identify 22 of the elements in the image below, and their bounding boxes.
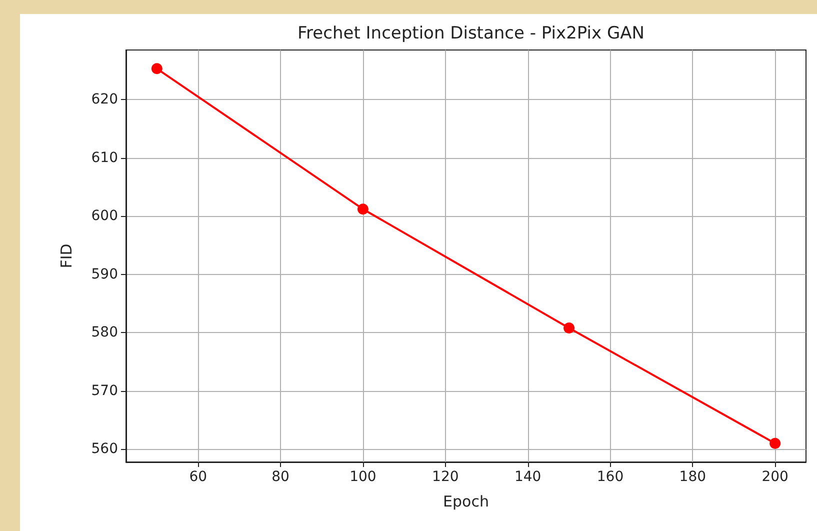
point: [151, 63, 162, 74]
chart-title: Frechet Inception Distance - Pix2Pix GAN: [298, 24, 644, 44]
y-tick-label: 620: [91, 92, 118, 108]
x-tick-label: 100: [350, 469, 376, 485]
y-axis-title: FID: [58, 244, 76, 268]
point: [564, 322, 575, 334]
x-tick-label: 180: [679, 469, 706, 485]
y-tick-label: 580: [91, 324, 118, 341]
x-tick-label: 120: [432, 469, 459, 485]
x-tick-label: 80: [272, 469, 290, 485]
x-tick-label: 60: [189, 469, 208, 485]
x-axis-title: Epoch: [443, 492, 489, 510]
point: [770, 438, 781, 449]
y-tick-label: 600: [91, 208, 118, 224]
y-tick-label: 610: [91, 150, 118, 166]
y-tick-label: 560: [91, 441, 118, 458]
x-tick-label: 140: [514, 469, 542, 485]
point: [357, 204, 368, 215]
y-tick-label: 570: [91, 382, 118, 399]
y-tick-label: 590: [91, 266, 118, 282]
x-tick-label: 200: [762, 469, 788, 485]
x-tick-label: 160: [596, 469, 624, 485]
